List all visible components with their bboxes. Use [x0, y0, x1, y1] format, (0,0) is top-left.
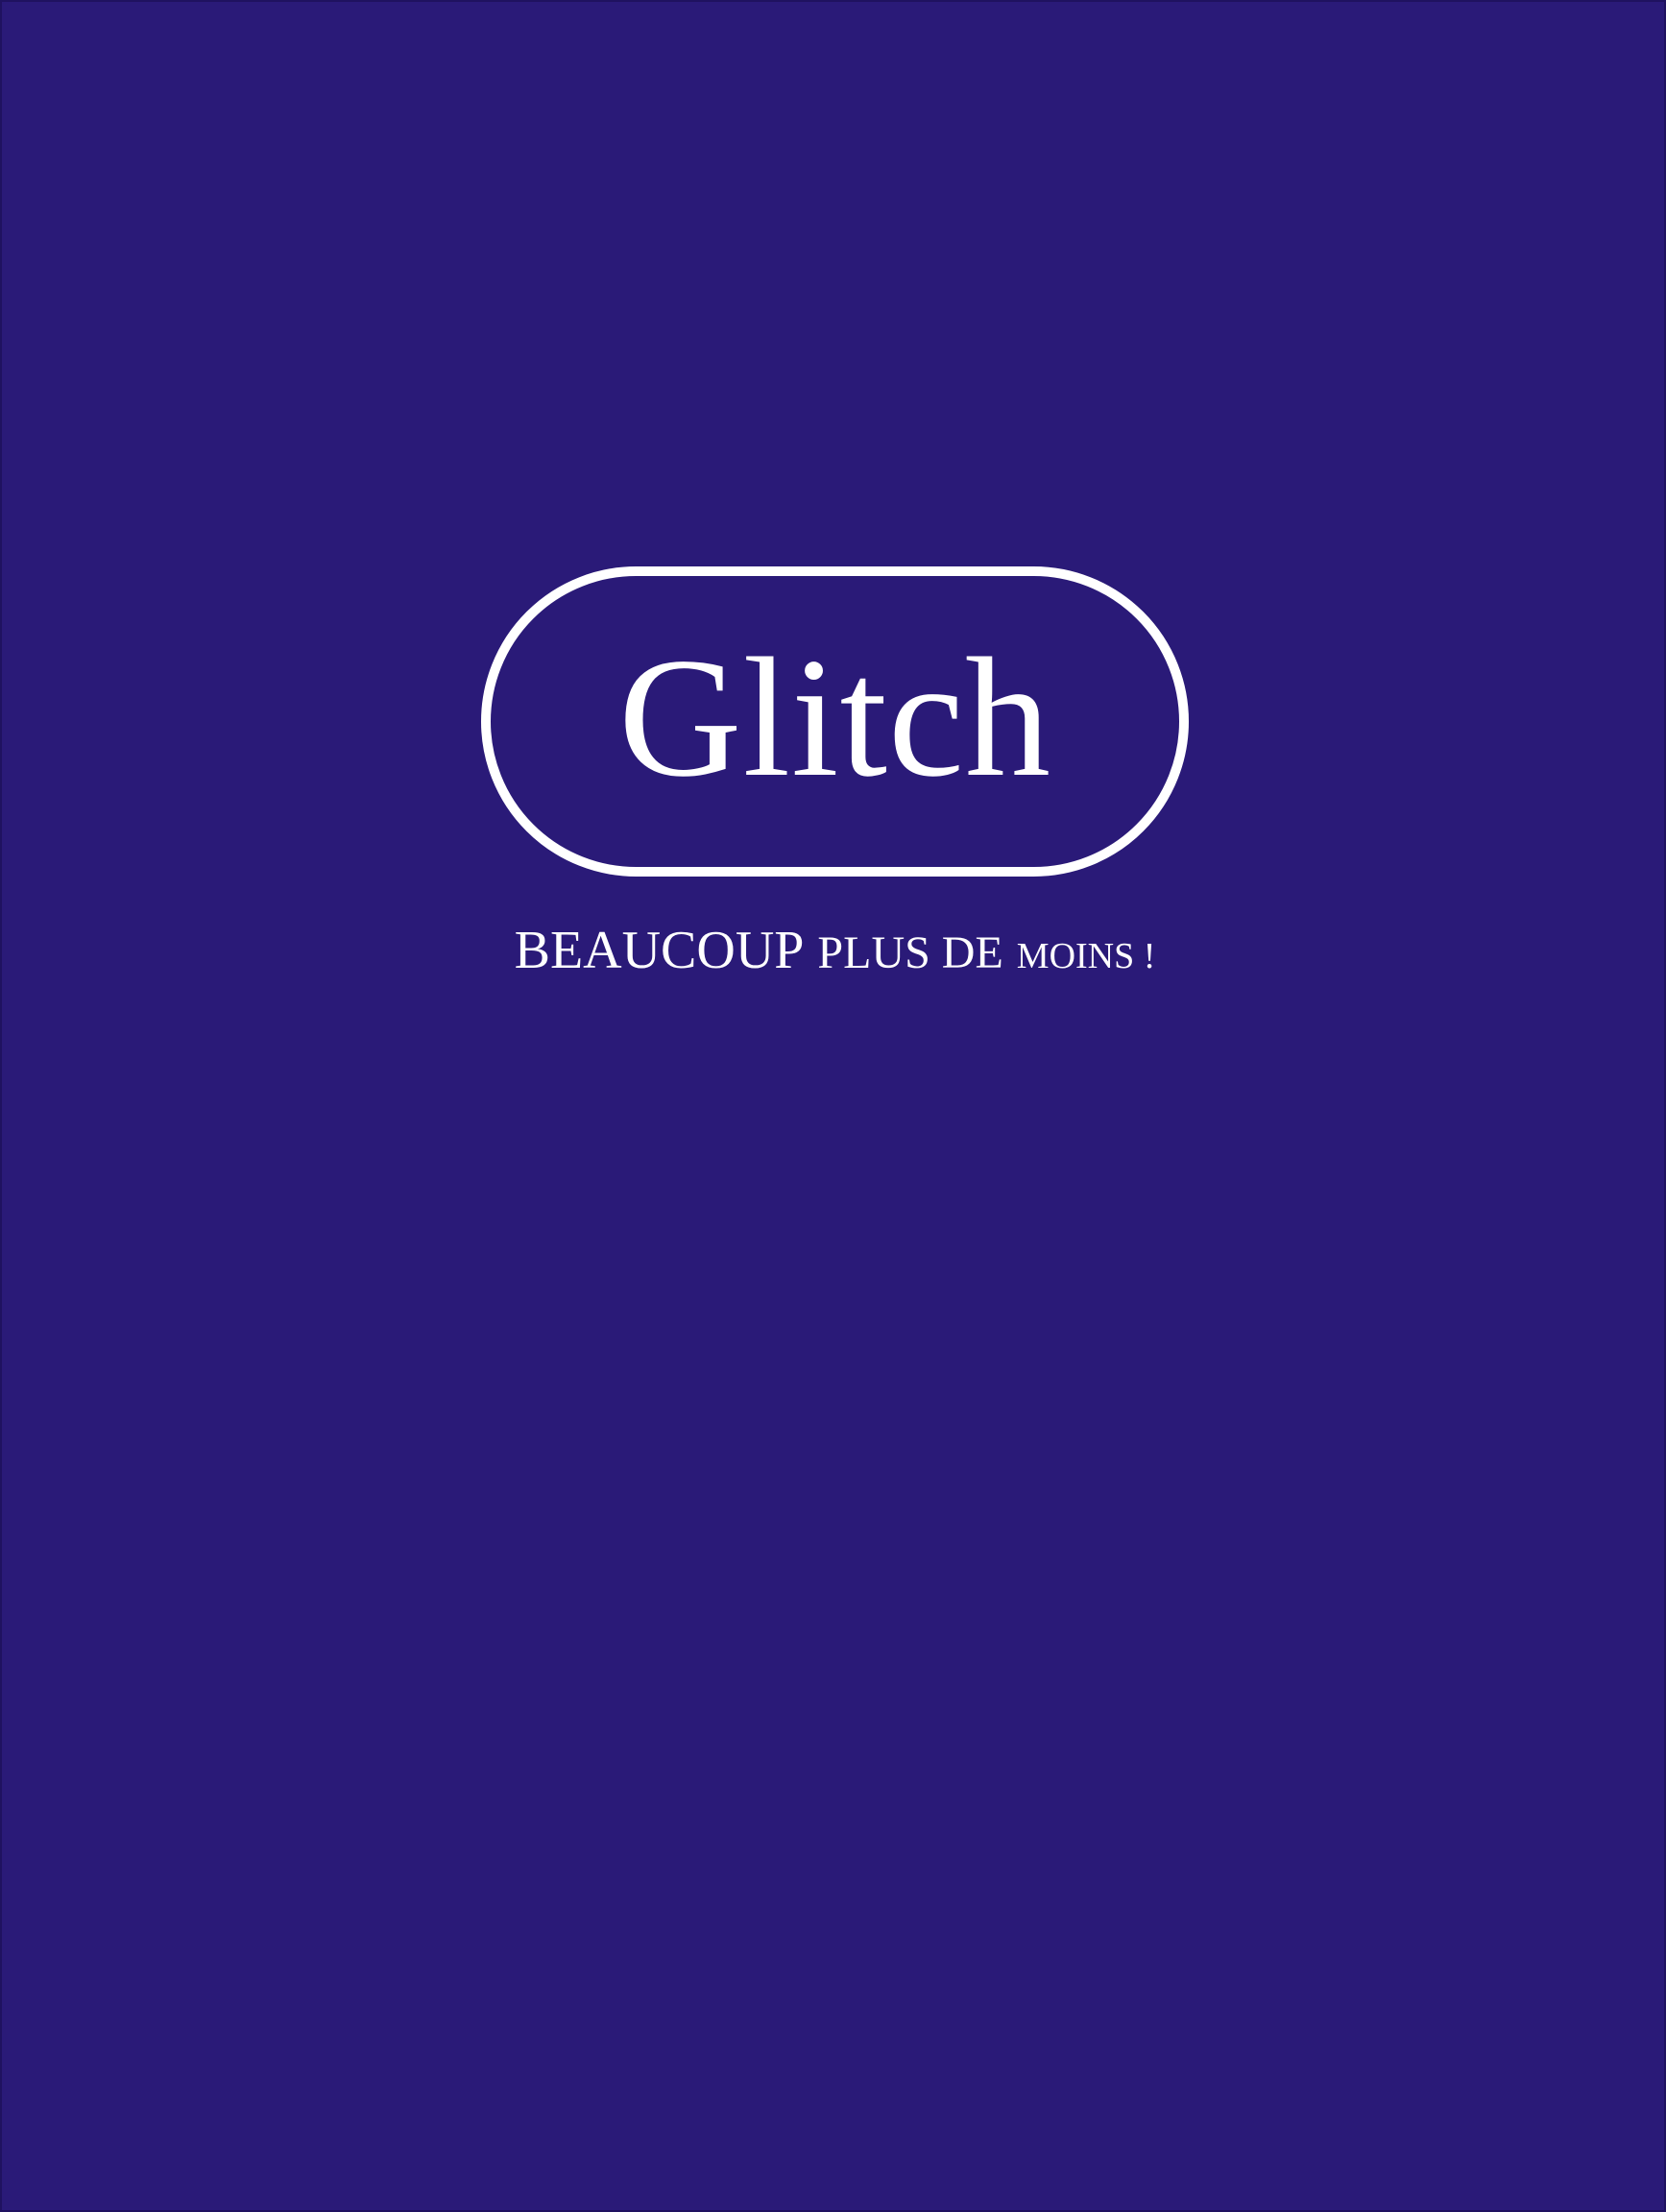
glitch-logo: Glitch — [481, 566, 1189, 877]
logo-wordmark: Glitch — [618, 621, 1051, 812]
tagline: BEAUCOUP PLUS DE MOINS ! — [481, 924, 1189, 977]
tagline-part-1: BEAUCOUP — [514, 921, 805, 980]
tagline-part-3: MOINS ! — [1016, 936, 1156, 976]
tagline-part-2: PLUS DE — [817, 927, 1003, 978]
